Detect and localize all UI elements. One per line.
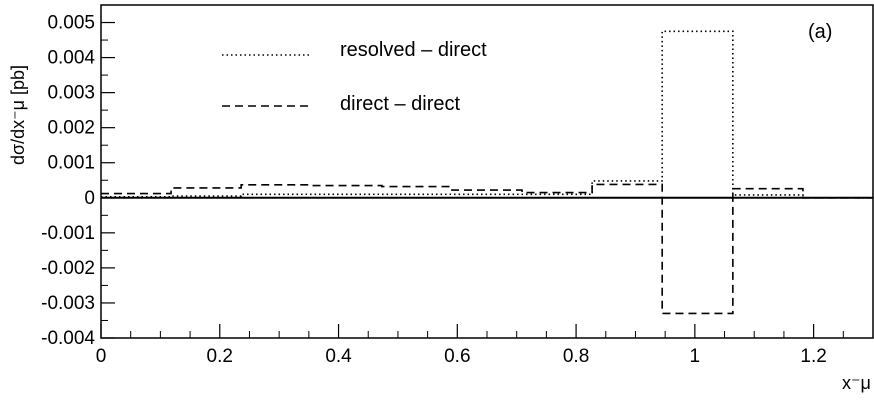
plot-frame <box>100 4 874 339</box>
y-tick-label: 0.002 <box>47 118 95 139</box>
panel-label: (a) <box>808 21 832 43</box>
x-axis-label: x⁻μ <box>842 373 871 393</box>
x-tick-label: 1.2 <box>800 346 826 367</box>
y-tick-label: -0.003 <box>41 293 95 314</box>
y-axis-label: dσ/dx⁻μ [pb] <box>8 65 28 165</box>
x-axis-ticks: 0 0.2 0.4 0.6 0.8 1 1.2 <box>96 324 844 367</box>
y-tick-label: 0 <box>84 188 95 209</box>
series-layer <box>101 30 873 315</box>
series-line-1 <box>101 183 873 315</box>
y-tick-label: -0.001 <box>41 223 95 244</box>
legend-label-direct-direct: direct – direct <box>340 93 460 115</box>
y-tick-label: 0.005 <box>47 13 95 34</box>
x-tick-label: 0.2 <box>207 346 233 367</box>
x-tick-label: 0.4 <box>325 346 352 367</box>
y-tick-label: 0.003 <box>47 83 95 104</box>
legend-label-resolved-direct: resolved – direct <box>340 39 487 61</box>
x-tick-label: 0.6 <box>444 346 470 367</box>
x-tick-label: 1 <box>690 346 701 367</box>
x-tick-label: 0 <box>96 346 107 367</box>
y-tick-label: 0.004 <box>47 48 95 69</box>
y-axis-ticks: 0.005 0.004 0.003 0.002 0.001 0 -0.001 -0.002 -0… <box>41 13 115 349</box>
series-line-0 <box>101 30 873 199</box>
y-tick-label: -0.004 <box>41 328 95 349</box>
x-tick-label: 0.8 <box>563 346 589 367</box>
y-tick-label: 0.001 <box>47 153 95 174</box>
y-tick-label: -0.002 <box>41 258 95 279</box>
